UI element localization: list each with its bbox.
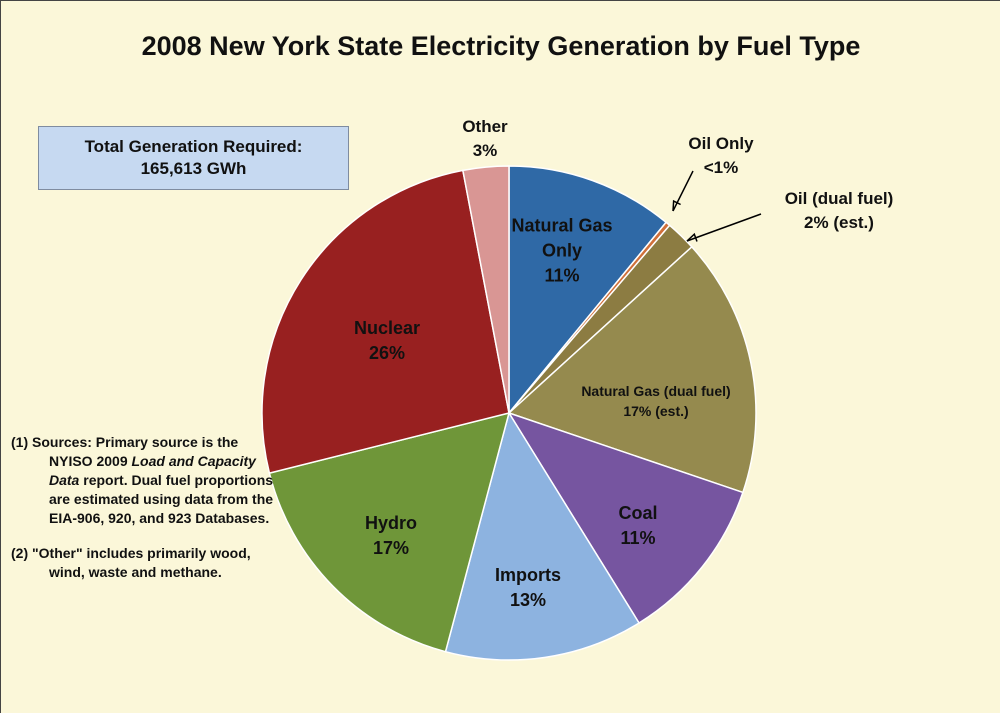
category-label: Other xyxy=(462,117,508,136)
note-text: (2) "Other" includes primarily wood, win… xyxy=(11,545,251,580)
slice-label: Natural Gas Only 11% xyxy=(497,214,627,289)
category-label: Hydro xyxy=(364,513,417,533)
value-label: 11% xyxy=(544,265,580,286)
leader-line xyxy=(686,213,762,242)
slice-label: Hydro 17% xyxy=(341,511,441,561)
pie-slice xyxy=(268,411,511,653)
slice-label: Other 3% xyxy=(445,115,525,163)
category-label: Natural Gas Only xyxy=(511,215,613,261)
slice-label: Natural Gas (dual fuel) 17% (est.) xyxy=(546,381,766,421)
pie-slice xyxy=(461,165,510,414)
category-label: Coal xyxy=(618,503,658,523)
value-label: 17% xyxy=(372,538,410,558)
note-text: Load and Capacity Data xyxy=(49,453,256,488)
notes: (1) Sources: Primary source is the NYISO… xyxy=(11,433,283,598)
note: (1) Sources: Primary source is the NYISO… xyxy=(11,433,283,528)
pie-slice xyxy=(507,245,757,494)
slice-label: Oil Only <1% xyxy=(661,132,781,180)
category-label: Oil Only xyxy=(688,134,754,153)
category-label: Imports xyxy=(494,565,561,585)
pie-slice xyxy=(507,411,744,625)
note-text: report. Dual fuel proportions are estima… xyxy=(49,472,274,526)
value-label: 2% (est.) xyxy=(804,213,874,232)
chart-title: 2008 New York State Electricity Generati… xyxy=(141,31,861,61)
pie-slice xyxy=(444,411,641,661)
pie-slice xyxy=(261,169,510,475)
category-label: Nuclear xyxy=(353,318,421,338)
leader-arrow xyxy=(672,199,681,212)
value-label: 17% (est.) xyxy=(623,403,689,419)
total-label: Total Generation Required: xyxy=(84,137,303,156)
value-label: 26% xyxy=(368,343,406,363)
category-label: Natural Gas (dual fuel) xyxy=(581,383,731,399)
value-label: 3% xyxy=(472,141,498,160)
pie-slice xyxy=(508,165,668,416)
total-box: Total Generation Required: 165,613 GWh xyxy=(38,126,349,190)
value-label: 11% xyxy=(620,528,656,548)
slice-label: Oil (dual fuel) 2% (est.) xyxy=(759,187,919,235)
category-label: Oil (dual fuel) xyxy=(784,189,894,208)
total-value: 165,613 GWh xyxy=(140,159,247,178)
note-text: (1) Sources: Primary source is the NYISO… xyxy=(11,434,239,469)
note: (2) "Other" includes primarily wood, win… xyxy=(11,544,283,582)
leader-line xyxy=(672,170,694,212)
value-label: <1% xyxy=(703,158,739,177)
slice-label: Imports 13% xyxy=(478,563,578,613)
value-label: 13% xyxy=(509,590,547,610)
leader-arrow xyxy=(686,232,698,242)
slice-label: Nuclear 26% xyxy=(337,316,437,366)
slice-label: Coal 11% xyxy=(588,501,688,551)
